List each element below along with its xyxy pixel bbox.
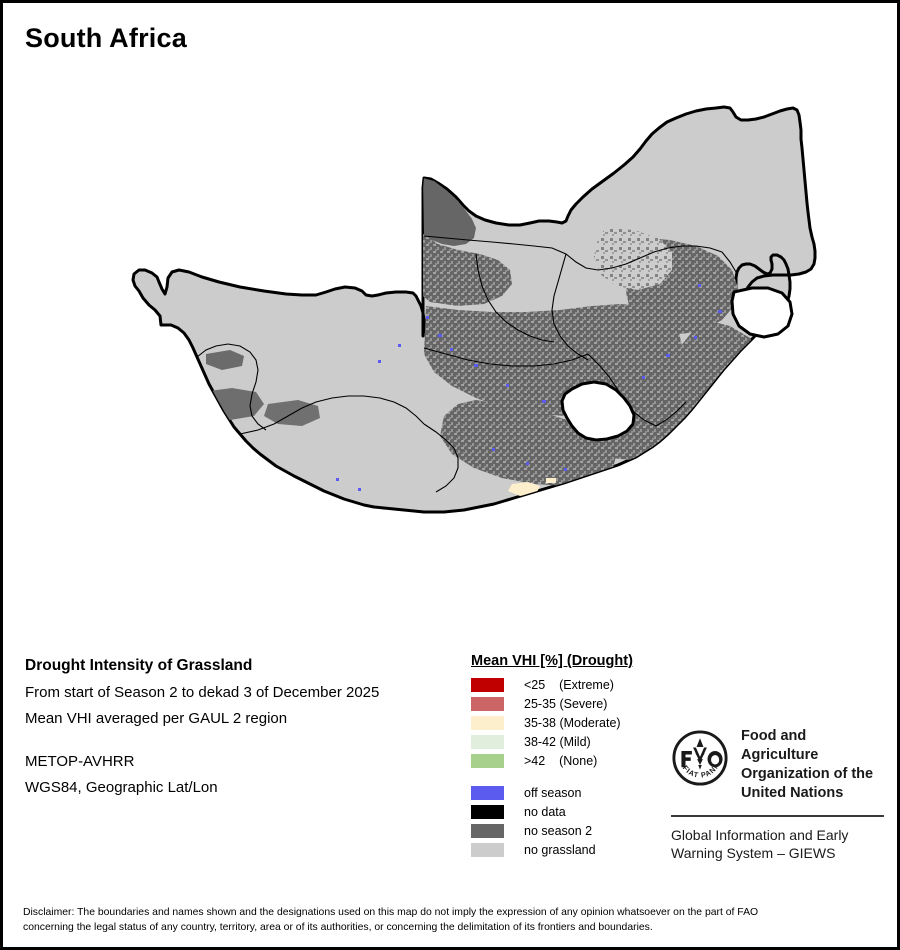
fao-branding: FIAT PANIS Food and Agriculture Organiza…	[668, 722, 884, 863]
disclaimer-line1: Disclaimer: The boundaries and names sho…	[23, 907, 759, 918]
country-polygon-group[interactable]	[131, 105, 817, 514]
legend-swatch-moderate	[471, 715, 504, 730]
class-no-season2-nw	[423, 178, 476, 246]
disclaimer-line2: concerning the legal status of any count…	[23, 921, 653, 933]
legend-swatch-no-grassland	[471, 842, 504, 857]
giews-line2: Warning System – GIEWS	[671, 845, 836, 862]
legend-swatch-severe	[471, 696, 504, 711]
fao-organization-name: Food and Agriculture Organization of the…	[741, 727, 881, 804]
legend-row-severe[interactable]: 25-35 (Severe)	[471, 695, 681, 712]
caption-heading: Drought Intensity of Grassland	[25, 657, 253, 674]
legend-row-no-season-2[interactable]: no season 2	[471, 822, 681, 839]
province-boundaries	[196, 235, 737, 493]
caption-sensor: METOP-AVHRR	[25, 753, 135, 770]
legend-swatch-no-data	[471, 804, 504, 819]
legend-label-no-data: no data	[524, 804, 566, 819]
class-moderate-patches	[508, 478, 556, 496]
south-africa-map-svg[interactable]	[6, 48, 896, 648]
legend-row-off-season[interactable]: off season	[471, 784, 681, 801]
legend-label-none: >42 (None)	[524, 753, 598, 768]
legend-label-no-grassland: no grassland	[524, 842, 596, 857]
legend-swatch-none	[471, 753, 504, 768]
legend-label-off-season: off season	[524, 785, 582, 800]
legend-row-extreme[interactable]: <25 (Extreme)	[471, 676, 681, 693]
giews-line1: Global Information and Early	[671, 826, 849, 843]
fao-org-line1: Food and Agriculture	[741, 728, 819, 764]
legend-label-extreme: <25 (Extreme)	[524, 677, 614, 692]
legend-row-no-grassland[interactable]: no grassland	[471, 841, 681, 858]
fao-divider	[671, 814, 884, 817]
legend-row-no-data[interactable]: no data	[471, 803, 681, 820]
class-no-season2-mpumalanga	[594, 228, 672, 290]
caption-projection: WGS84, Geographic Lat/Lon	[25, 779, 218, 796]
fao-org-line2: Organization of the	[741, 766, 874, 783]
caption-method: Mean VHI averaged per GAUL 2 region	[25, 710, 288, 727]
lesotho-enclave[interactable]	[560, 380, 636, 442]
legend-swatch-extreme	[471, 677, 504, 692]
legend-row-none[interactable]: >42 (None)	[471, 752, 681, 769]
legend-label-moderate: 35-38 (Moderate)	[524, 715, 621, 730]
class-no-season2-patch-c	[206, 350, 244, 370]
disclaimer: Disclaimer: The boundaries and names sho…	[23, 906, 885, 936]
map-canvas[interactable]	[6, 48, 896, 648]
legend-label-mild: 38-42 (Mild)	[524, 734, 591, 749]
legend-row-moderate[interactable]: 35-38 (Moderate)	[471, 714, 681, 731]
legend-row-mild[interactable]: 38-42 (Mild)	[471, 733, 681, 750]
class-no-season2-central	[424, 304, 682, 416]
caption-period: From start of Season 2 to dekad 3 of Dec…	[25, 684, 380, 701]
fao-logo-icon: FIAT PANIS	[668, 722, 729, 792]
fao-org-line3: United Nations	[741, 785, 844, 802]
giews-system-name: Global Information and Early Warning Sys…	[671, 826, 881, 863]
legend-swatch-mild	[471, 734, 504, 749]
class-no-season2-nw2	[423, 234, 512, 306]
map-legend: Mean VHI [%] (Drought) <25 (Extreme) 25-…	[471, 653, 681, 860]
legend-label-severe: 25-35 (Severe)	[524, 696, 608, 711]
legend-spacer	[471, 771, 681, 784]
map-caption: Drought Intensity of Grassland From star…	[25, 657, 455, 805]
legend-swatch-off-season	[471, 785, 504, 800]
legend-swatch-no-season-2	[471, 823, 504, 838]
caption-spacer	[25, 736, 455, 753]
legend-title: Mean VHI [%] (Drought)	[471, 653, 633, 669]
legend-label-no-season-2: no season 2	[524, 823, 593, 838]
eswatini-notch[interactable]	[730, 286, 794, 339]
